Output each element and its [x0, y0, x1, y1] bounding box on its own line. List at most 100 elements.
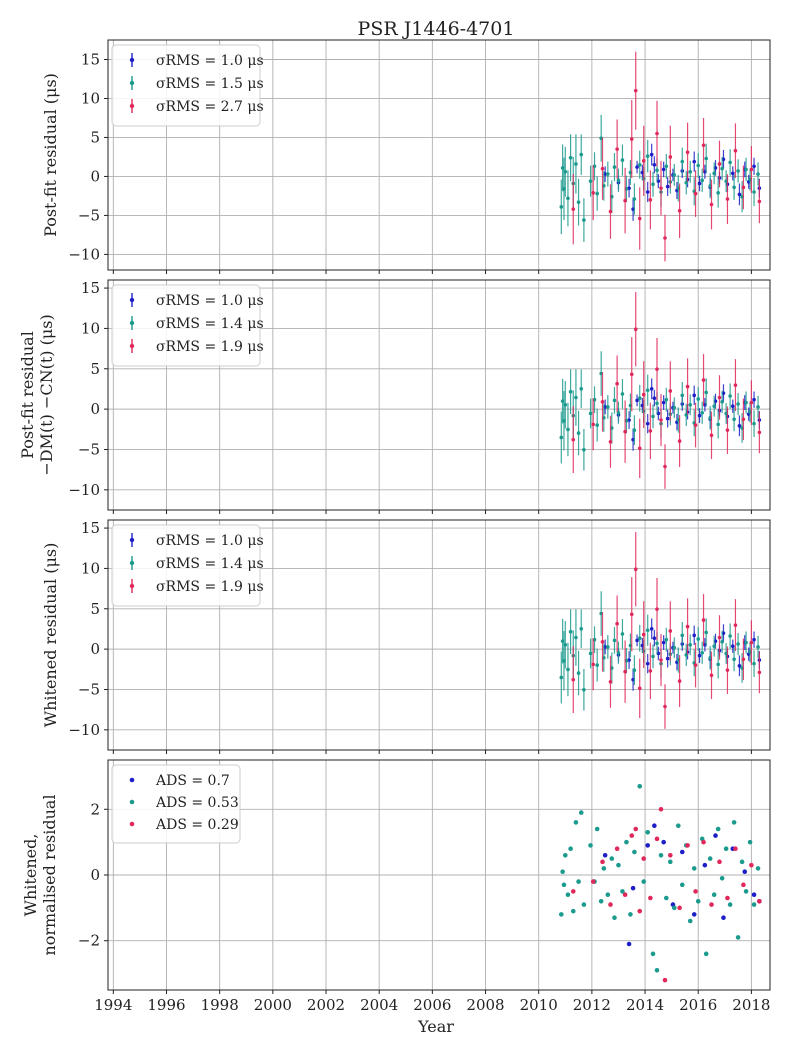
- data-point: [568, 389, 573, 394]
- data-point: [696, 397, 701, 401]
- x-tick-label: 2006: [413, 996, 451, 1014]
- data-point: [679, 882, 685, 888]
- data-point: [612, 165, 617, 169]
- y-axis-title-line: Post-fit residual (μs): [41, 73, 60, 237]
- data-point: [664, 637, 669, 642]
- data-point: [629, 833, 635, 838]
- data-point: [662, 977, 668, 983]
- data-point: [688, 642, 693, 647]
- data-point: [725, 197, 730, 201]
- data-point: [730, 644, 735, 649]
- data-point: [704, 156, 708, 161]
- data-point: [591, 422, 596, 427]
- data-point: [704, 630, 708, 635]
- data-point: [756, 405, 760, 409]
- legend-marker: [129, 821, 135, 827]
- data-point: [663, 704, 667, 709]
- data-point: [655, 607, 659, 611]
- plot-frame: [107, 279, 771, 511]
- data-point: [709, 902, 714, 907]
- data-point: [749, 167, 754, 172]
- data-point: [566, 196, 570, 201]
- y-tick-label: 10: [81, 559, 100, 577]
- data-point: [661, 400, 666, 405]
- data-point: [612, 398, 617, 403]
- legend-box: [111, 284, 261, 367]
- x-tick-label: 2008: [466, 996, 504, 1014]
- data-point: [578, 810, 584, 815]
- data-point: [709, 433, 714, 438]
- data-point: [663, 236, 667, 240]
- plot-frame: [107, 759, 771, 991]
- data-point: [725, 895, 730, 901]
- data-point: [728, 634, 732, 638]
- data-point: [562, 852, 568, 858]
- data-point: [659, 186, 663, 190]
- data-point: [635, 165, 639, 169]
- data-point: [637, 783, 643, 789]
- data-point: [561, 882, 567, 888]
- data-point: [651, 182, 655, 187]
- data-point: [563, 402, 568, 407]
- data-point: [637, 908, 643, 914]
- data-point: [692, 159, 697, 164]
- data-point: [671, 905, 677, 911]
- data-point: [655, 168, 659, 173]
- data-point: [692, 633, 697, 638]
- y-tick-label: −2: [78, 932, 100, 950]
- data-point: [728, 394, 732, 398]
- series-red: [571, 292, 762, 489]
- data-point: [752, 164, 756, 169]
- data-point: [680, 393, 685, 398]
- data-point: [737, 192, 742, 197]
- data-point: [652, 396, 657, 401]
- y-tick-label: 0: [90, 400, 100, 418]
- series-teal: [559, 114, 760, 242]
- data-point: [576, 671, 581, 675]
- x-axis-title: Year: [417, 1017, 454, 1036]
- x-tick-label: 2002: [307, 996, 345, 1014]
- data-point: [568, 155, 573, 160]
- data-point: [570, 908, 576, 914]
- y-tick-label: 0: [90, 640, 100, 658]
- data-point: [691, 912, 697, 917]
- data-point: [677, 905, 682, 911]
- data-point: [571, 437, 576, 442]
- data-point: [651, 654, 655, 659]
- data-point: [709, 202, 714, 207]
- data-point: [637, 636, 642, 641]
- data-point: [672, 405, 677, 410]
- data-point: [672, 645, 677, 650]
- data-point: [725, 428, 730, 432]
- data-point: [741, 185, 746, 190]
- legend-entry: σRMS = 1.0 μs: [156, 293, 264, 309]
- data-point: [652, 636, 657, 641]
- y-tick-label: 5: [90, 600, 100, 618]
- data-point: [615, 621, 619, 626]
- data-point: [696, 163, 701, 168]
- data-point: [732, 417, 736, 422]
- data-point: [752, 637, 756, 642]
- data-point: [752, 661, 756, 666]
- data-point: [703, 951, 709, 957]
- data-point: [744, 640, 748, 645]
- data-point: [725, 668, 730, 672]
- legend-box: [111, 44, 261, 127]
- data-point: [608, 902, 613, 907]
- data-point: [632, 428, 637, 432]
- data-point: [664, 895, 669, 901]
- y-axis-title: Whitened,normalised residual: [21, 794, 59, 955]
- legend-entry: ADS = 0.29: [155, 817, 239, 833]
- data-point: [733, 383, 738, 387]
- data-point: [574, 162, 578, 166]
- data-point: [559, 205, 564, 209]
- data-point: [697, 181, 702, 186]
- legend-marker: [129, 537, 135, 543]
- data-point: [563, 169, 568, 174]
- legend-entry: σRMS = 1.0 μs: [156, 53, 264, 69]
- data-point: [701, 143, 706, 148]
- data-point: [719, 875, 725, 881]
- data-point: [632, 197, 637, 201]
